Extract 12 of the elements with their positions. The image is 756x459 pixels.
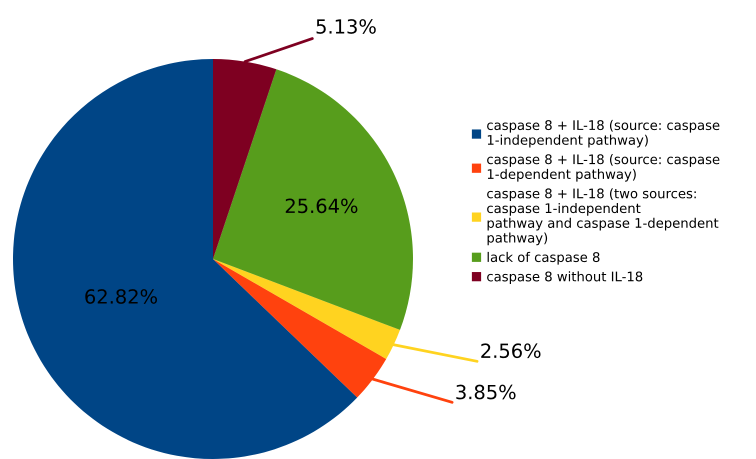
data-label: 5.13% (316, 19, 376, 34)
legend-label: caspase 8 + IL-18 (source: caspase 1-independent pathway) (487, 120, 720, 148)
pie-slice (213, 69, 413, 330)
legend-label: caspase 8 + IL-18 (two sources: caspase 1-independent pathway and caspase 1-dependent pathway) (487, 188, 718, 246)
data-label: 2.56% (481, 343, 541, 358)
legend-label: caspase 8 without IL-18 (487, 271, 642, 284)
data-label: 3.85% (456, 384, 516, 400)
legend-label: lack of caspase 8 (488, 252, 600, 265)
legend-label: caspase 8 + IL-18 (source: caspase 1-dependent pathway) (487, 154, 720, 182)
data-label: 25.64% (286, 198, 358, 214)
data-label: 62.82% (85, 289, 157, 304)
pie-slice (13, 59, 358, 459)
